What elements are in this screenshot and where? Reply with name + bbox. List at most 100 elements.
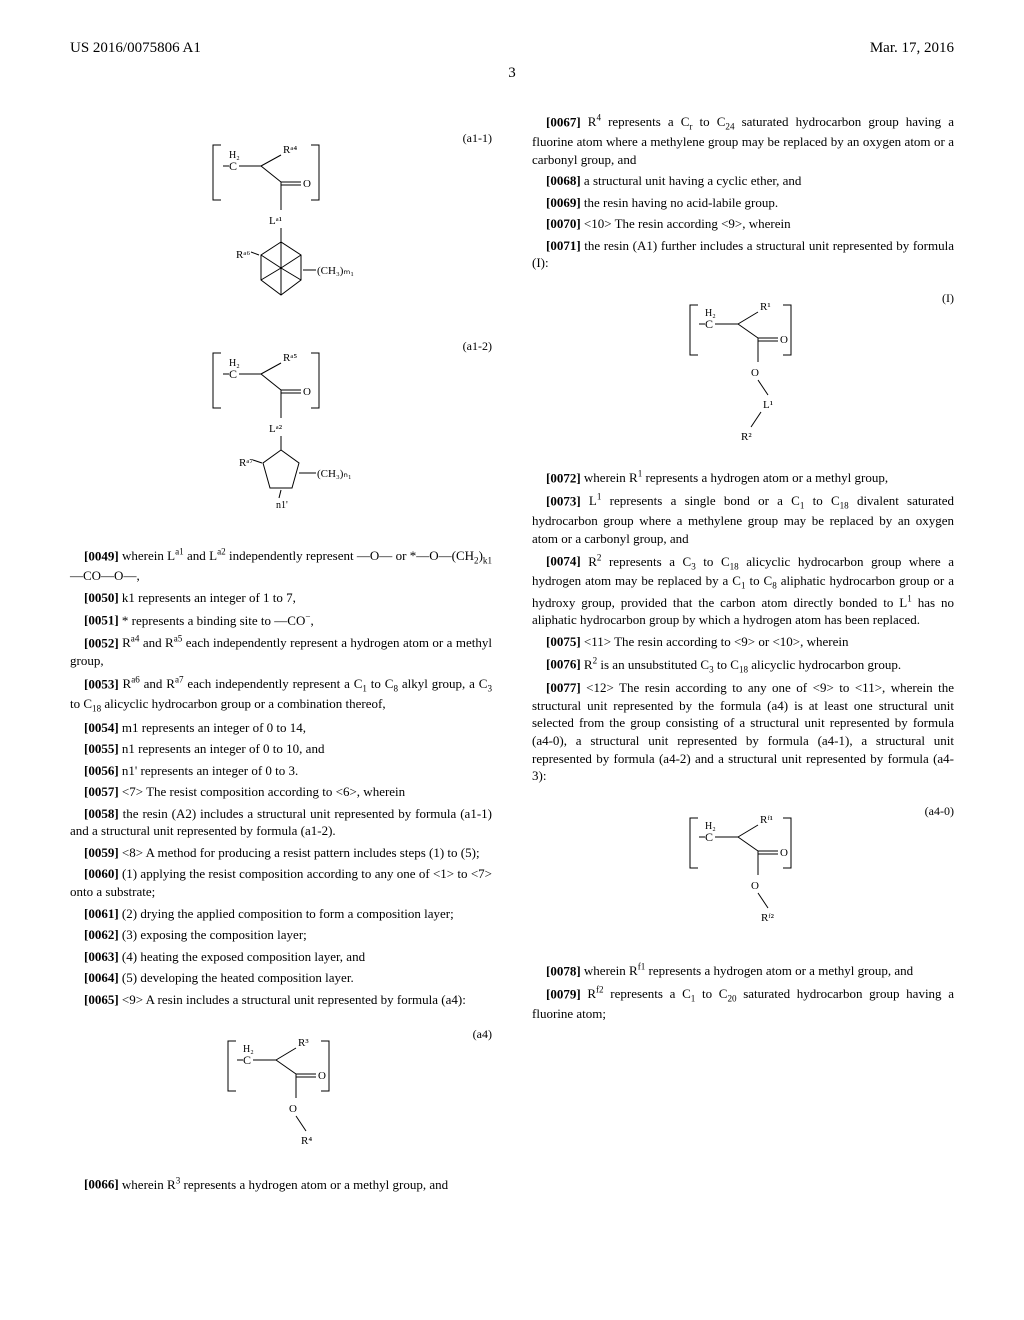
paragraph: [0069] the resin having no acid-labile g… — [532, 194, 954, 212]
right-paragraphs-top: [0067] R4 represents a Cr to C24 saturat… — [532, 112, 954, 272]
para-text: n1' represents an integer of 0 to 3. — [119, 763, 299, 778]
para-num: [0053] — [84, 676, 119, 691]
para-num: [0064] — [84, 970, 119, 985]
svg-text:n1': n1' — [276, 500, 288, 511]
svg-text:O: O — [751, 367, 759, 379]
paragraph: [0053] Ra6 and Ra7 each independently re… — [70, 674, 492, 715]
formula-a1-1: (a1-1) H₂ C Rᵃ⁴ — [70, 130, 492, 320]
para-0066: [0066] wherein R3 represents a hydrogen … — [70, 1174, 492, 1193]
svg-text:O: O — [303, 178, 311, 190]
para-text: (3) exposing the composition layer; — [119, 927, 307, 942]
svg-text:O: O — [780, 334, 788, 346]
svg-text:(CH₃)ₙ₁: (CH₃)ₙ₁ — [317, 468, 352, 480]
paragraph: [0071] the resin (A1) further includes a… — [532, 237, 954, 272]
page-number: 3 — [70, 65, 954, 82]
para-num: [0078] — [546, 963, 581, 978]
para-text: the resin having no acid-labile group. — [581, 195, 778, 210]
svg-text:L¹: L¹ — [763, 399, 773, 411]
para-text: <11> The resin according to <9> or <10>,… — [581, 634, 849, 649]
para-text: (1) applying the resist composition acco… — [70, 866, 492, 899]
para-num: [0060] — [84, 866, 119, 881]
para-text: <8> A method for producing a resist patt… — [119, 845, 480, 860]
svg-text:C: C — [705, 830, 713, 844]
paragraph: [0062] (3) exposing the composition laye… — [70, 926, 492, 944]
svg-text:Rᵃ⁶: Rᵃ⁶ — [236, 249, 250, 261]
paragraph: [0064] (5) developing the heated composi… — [70, 969, 492, 987]
formula-I: (I) H₂ C R¹ O — [532, 290, 954, 450]
svg-text:O: O — [780, 847, 788, 859]
para-num: [0063] — [84, 949, 119, 964]
formula-label-I: (I) — [942, 290, 954, 306]
para-text: (4) heating the exposed composition laye… — [119, 949, 365, 964]
para-num: [0068] — [546, 173, 581, 188]
svg-text:Rᶠ¹: Rᶠ¹ — [760, 814, 773, 826]
para-text: * represents a binding site to —CO−, — [119, 613, 314, 628]
paragraph: [0063] (4) heating the exposed compositi… — [70, 948, 492, 966]
para-num: [0067] — [546, 114, 581, 129]
para-text: wherein R3 represents a hydrogen atom or… — [122, 1177, 448, 1192]
para-num: [0076] — [546, 657, 581, 672]
formula-label-a4-0: (a4-0) — [925, 803, 954, 819]
header-left: US 2016/0075806 A1 — [70, 40, 201, 57]
paragraph: [0078] wherein Rf1 represents a hydrogen… — [532, 961, 954, 980]
para-text: m1 represents an integer of 0 to 14, — [119, 720, 306, 735]
para-text: wherein R1 represents a hydrogen atom or… — [581, 470, 888, 485]
svg-text:Lᵃ¹: Lᵃ¹ — [269, 215, 282, 227]
paragraph: [0074] R2 represents a C3 to C18 alicycl… — [532, 551, 954, 628]
para-num: [0073] — [546, 493, 581, 508]
para-text: Rf2 represents a C1 to C20 saturated hyd… — [532, 986, 954, 1021]
para-num: [0051] — [84, 613, 119, 628]
chem-structure-a4-0: H₂ C Rᶠ¹ O O Rᶠ² — [643, 803, 843, 943]
chem-structure-I: H₂ C R¹ O O L¹ — [643, 290, 843, 450]
para-text: wherein Rf1 represents a hydrogen atom o… — [581, 963, 914, 978]
formula-a1-2: (a1-2) H₂ C Rᵃ⁵ O — [70, 338, 492, 528]
para-num: [0049] — [84, 548, 119, 563]
para-text: Ra4 and Ra5 each independently represent… — [70, 635, 492, 668]
para-text: R2 is an unsubstituted C3 to C18 alicycl… — [581, 657, 901, 672]
para-num: [0071] — [546, 238, 581, 253]
para-num: [0075] — [546, 634, 581, 649]
para-text: the resin (A1) further includes a struct… — [532, 238, 954, 271]
formula-label-a1-2: (a1-2) — [463, 338, 492, 354]
svg-text:C: C — [243, 1053, 251, 1067]
two-column-layout: (a1-1) H₂ C Rᵃ⁴ — [70, 112, 954, 1197]
para-num: [0052] — [84, 635, 119, 650]
para-num: [0069] — [546, 195, 581, 210]
svg-text:O: O — [318, 1070, 326, 1082]
paragraph: [0049] wherein La1 and La2 independently… — [70, 546, 492, 585]
para-num: [0061] — [84, 906, 119, 921]
para-num: [0065] — [84, 992, 119, 1007]
para-text: <9> A resin includes a structural unit r… — [119, 992, 466, 1007]
para-text: <10> The resin according <9>, wherein — [581, 216, 791, 231]
para-num: [0074] — [546, 554, 581, 569]
svg-text:C: C — [705, 317, 713, 331]
paragraph: [0077] <12> The resin according to any o… — [532, 679, 954, 784]
paragraph: [0068] a structural unit having a cyclic… — [532, 172, 954, 190]
left-column: (a1-1) H₂ C Rᵃ⁴ — [70, 112, 492, 1197]
para-num: [0059] — [84, 845, 119, 860]
right-paragraphs-bottom: [0078] wherein Rf1 represents a hydrogen… — [532, 961, 954, 1023]
para-text: R2 represents a C3 to C18 alicyclic hydr… — [532, 554, 954, 628]
para-num: [0079] — [546, 986, 581, 1001]
para-text: <12> The resin according to any one of <… — [532, 680, 954, 783]
paragraph: [0079] Rf2 represents a C1 to C20 satura… — [532, 984, 954, 1023]
paragraph: [0058] the resin (A2) includes a structu… — [70, 805, 492, 840]
svg-text:O: O — [751, 880, 759, 892]
paragraph: [0073] L1 represents a single bond or a … — [532, 491, 954, 547]
paragraph: [0059] <8> A method for producing a resi… — [70, 844, 492, 862]
para-text: wherein La1 and La2 independently repres… — [70, 548, 492, 583]
right-column: [0067] R4 represents a Cr to C24 saturat… — [532, 112, 954, 1197]
svg-text:Rᵃ⁴: Rᵃ⁴ — [283, 144, 297, 156]
para-num: [0070] — [546, 216, 581, 231]
formula-label-a4: (a4) — [473, 1026, 492, 1042]
svg-text:Rᵃ⁷: Rᵃ⁷ — [239, 457, 253, 469]
para-text: R4 represents a Cr to C24 saturated hydr… — [532, 114, 954, 166]
page-header: US 2016/0075806 A1 Mar. 17, 2016 — [70, 40, 954, 57]
paragraph: [0057] <7> The resist composition accord… — [70, 783, 492, 801]
paragraph: [0051] * represents a binding site to —C… — [70, 610, 492, 629]
para-text: the resin (A2) includes a structural uni… — [70, 806, 492, 839]
paragraph: [0065] <9> A resin includes a structural… — [70, 991, 492, 1009]
svg-text:R⁴: R⁴ — [301, 1135, 312, 1147]
svg-text:(CH₃)ₘ₁: (CH₃)ₘ₁ — [317, 265, 354, 277]
para-text: k1 represents an integer of 1 to 7, — [119, 590, 296, 605]
